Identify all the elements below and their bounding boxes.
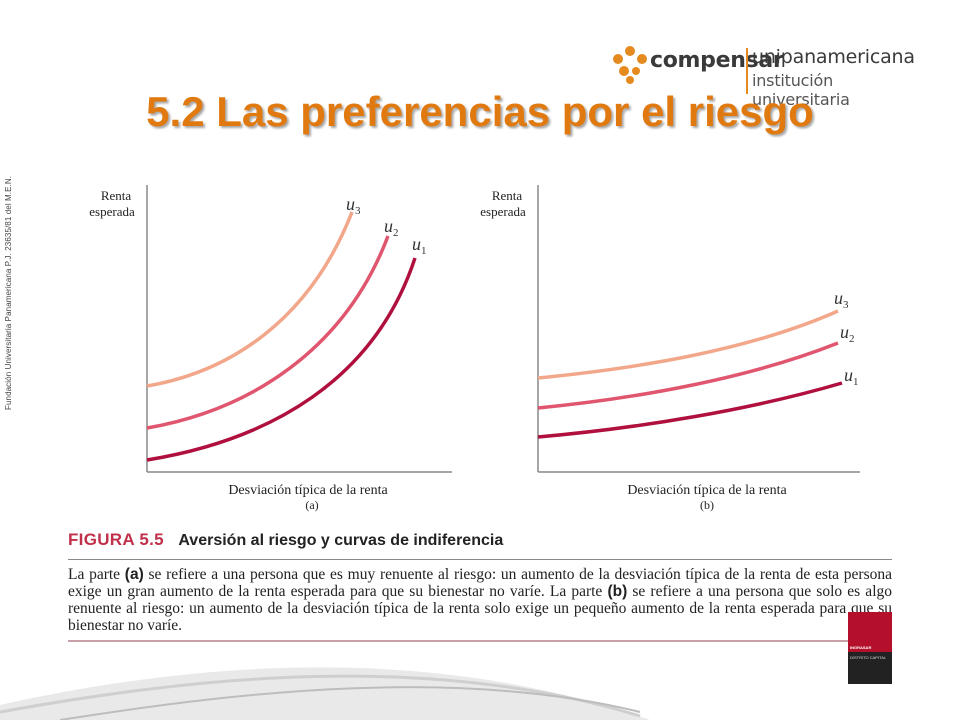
- graph-a: Renta esperada u3 u2 u1 Desviación típic…: [89, 185, 452, 512]
- graph-b-curve-u1: [537, 381, 843, 439]
- logo-divider: [746, 48, 748, 94]
- logo-brand: compensar: [650, 48, 784, 73]
- figure-description: La parte (a) se refiere a una persona qu…: [68, 566, 892, 642]
- figure-caption: FIGURA 5.5 Aversión al riesgo y curvas d…: [68, 530, 892, 642]
- institution-badge: INGRASAR DISTRITO CAPITAL: [848, 612, 892, 684]
- graph-b: Renta esperada u3 u2 u1 Desviación típic…: [480, 185, 860, 512]
- logo-dots-icon: [613, 46, 647, 84]
- badge-top: INGRASAR: [848, 612, 892, 652]
- graph-a-ylabel-1: Renta: [101, 188, 132, 203]
- compensar-logo: compensar unipanamericana institución un…: [610, 40, 930, 109]
- graph-b-xlabel: Desviación típica de la renta: [627, 483, 787, 498]
- caption-text-3: se refiere a una persona que solo es alg…: [68, 583, 892, 634]
- swoosh-light: [0, 667, 650, 720]
- graph-b-part: (b): [700, 498, 714, 512]
- slide-title: 5.2 Las preferencias por el riesgo: [146, 88, 814, 135]
- graph-b-ylabel-1: Renta: [492, 188, 523, 203]
- badge-bottom: DISTRITO CAPITAL: [848, 652, 892, 684]
- graph-a-curve-u2: [146, 235, 390, 430]
- caption-text-2: se refiere a una persona que es muy renu…: [68, 566, 892, 600]
- graph-a-xlabel: Desviación típica de la renta: [228, 483, 388, 498]
- swoosh-line-2: [59, 686, 641, 720]
- indifference-graphs: Renta esperada u3 u2 u1 Desviación típic…: [89, 185, 860, 512]
- graph-a-part: (a): [305, 498, 318, 512]
- figure-label: FIGURA 5.5: [68, 530, 164, 549]
- badge-top-text: INGRASAR: [850, 645, 872, 650]
- logo-subtitle-2: institución universitaria: [752, 71, 850, 109]
- graph-a-curve-u1: [146, 257, 417, 462]
- logo-subtitle-1: unipanamericana: [752, 46, 915, 68]
- figure-heading: FIGURA 5.5 Aversión al riesgo y curvas d…: [68, 530, 892, 560]
- caption-part-b: (b): [607, 583, 628, 600]
- swoosh-line-1: [0, 674, 641, 718]
- graph-b-label-u1: u1: [844, 365, 859, 388]
- figure-title: Aversión al riesgo y curvas de indiferen…: [178, 532, 504, 549]
- graph-b-label-u3: u3: [834, 288, 849, 311]
- graph-a-label-u3: u3: [346, 194, 361, 217]
- graph-a-curve-u3: [146, 211, 354, 388]
- graph-b-curve-u3: [537, 309, 839, 380]
- graph-b-curve-u2: [537, 341, 839, 410]
- badge-bottom-text: DISTRITO CAPITAL: [850, 655, 887, 660]
- graph-b-ylabel-2: esperada: [480, 204, 526, 219]
- graph-a-label-u2: u2: [384, 216, 399, 239]
- caption-part-a: (a): [124, 566, 144, 583]
- caption-text-1: La parte: [68, 566, 125, 583]
- graph-a-label-u1: u1: [412, 234, 427, 257]
- graph-a-ylabel-2: esperada: [89, 204, 135, 219]
- graph-b-label-u2: u2: [840, 322, 855, 345]
